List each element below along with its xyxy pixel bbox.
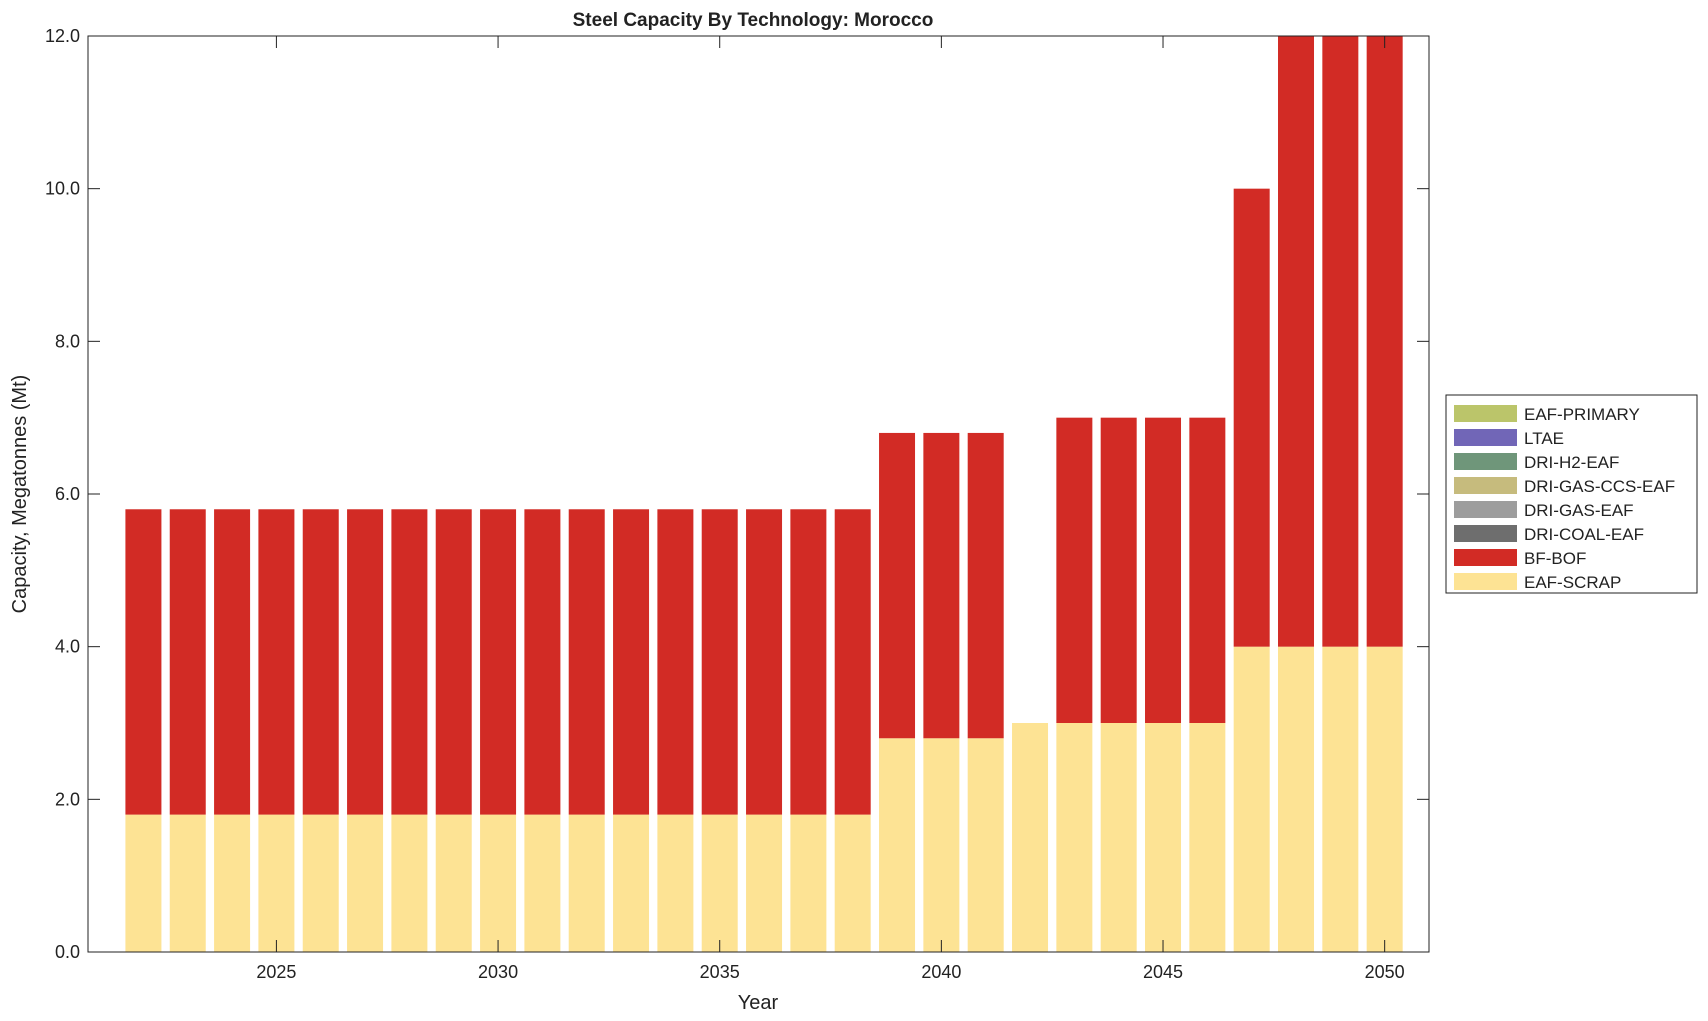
- y-tick-label: 10.0: [45, 179, 80, 199]
- bar-bf-bof-2024: [214, 509, 251, 815]
- bar-eaf-scrap-2033: [613, 814, 650, 952]
- x-axis: 2025 2030 2035 2040 2045 2050: [256, 36, 1405, 982]
- y-tick-label: 4.0: [55, 637, 80, 657]
- legend-label: DRI-GAS-EAF: [1524, 501, 1634, 520]
- bar-eaf-scrap-2042: [1012, 723, 1049, 952]
- bar-eaf-scrap-2043: [1056, 723, 1093, 952]
- y-axis: 0.0 2.0 4.0 6.0 8.0 10.0 12.0: [45, 26, 1429, 962]
- bar-eaf-scrap-2047: [1233, 646, 1270, 952]
- x-tick-label: 2025: [256, 962, 296, 982]
- bar-eaf-scrap-2044: [1100, 723, 1137, 952]
- bar-eaf-scrap-2040: [923, 738, 960, 952]
- bar-eaf-scrap-2050: [1366, 646, 1403, 952]
- bar-eaf-scrap-2045: [1145, 723, 1182, 952]
- x-tick-label: 2030: [478, 962, 518, 982]
- legend-swatch-dri-h2-eaf: [1454, 453, 1517, 470]
- y-tick-label: 6.0: [55, 484, 80, 504]
- legend: EAF-PRIMARY LTAE DRI-H2-EAF DRI-GAS-CCS-EAF…: [1445, 394, 1698, 594]
- bar-bf-bof-2041: [967, 432, 1004, 739]
- bar-eaf-scrap-2030: [480, 814, 517, 952]
- bars-group: [125, 36, 1403, 952]
- bar-bf-bof-2023: [169, 509, 206, 815]
- bar-bf-bof-2038: [834, 509, 871, 815]
- bar-bf-bof-2030: [480, 509, 517, 815]
- x-tick-label: 2050: [1365, 962, 1405, 982]
- bar-bf-bof-2027: [347, 509, 384, 815]
- y-tick-label: 0.0: [55, 942, 80, 962]
- bar-eaf-scrap-2049: [1322, 646, 1359, 952]
- bar-bf-bof-2040: [923, 432, 960, 739]
- bar-eaf-scrap-2048: [1278, 646, 1315, 952]
- bar-eaf-scrap-2036: [746, 814, 783, 952]
- bar-bf-bof-2036: [746, 509, 783, 815]
- bar-eaf-scrap-2038: [834, 814, 871, 952]
- bar-bf-bof-2026: [302, 509, 339, 815]
- bar-eaf-scrap-2027: [347, 814, 384, 952]
- bar-eaf-scrap-2035: [701, 814, 738, 952]
- bar-bf-bof-2034: [657, 509, 694, 815]
- bar-eaf-scrap-2024: [214, 814, 251, 952]
- bar-bf-bof-2031: [524, 509, 561, 815]
- x-axis-label: Year: [738, 992, 779, 1014]
- bar-eaf-scrap-2025: [258, 814, 295, 952]
- x-tick-label: 2035: [700, 962, 740, 982]
- legend-swatch-ltae: [1454, 429, 1517, 446]
- legend-swatch-eaf-scrap: [1454, 573, 1517, 590]
- bar-eaf-scrap-2031: [524, 814, 561, 952]
- bar-eaf-scrap-2028: [391, 814, 428, 952]
- bar-bf-bof-2043: [1056, 417, 1093, 723]
- legend-swatch-dri-coal-eaf: [1454, 525, 1517, 542]
- bar-bf-bof-2039: [879, 432, 916, 739]
- bar-eaf-scrap-2032: [568, 814, 605, 952]
- y-tick-label: 2.0: [55, 789, 80, 809]
- bar-bf-bof-2048: [1278, 36, 1315, 647]
- bar-eaf-scrap-2039: [879, 738, 916, 952]
- legend-swatch-bf-bof: [1454, 549, 1517, 566]
- bar-bf-bof-2025: [258, 509, 295, 815]
- legend-label: DRI-COAL-EAF: [1524, 525, 1644, 544]
- bar-eaf-scrap-2034: [657, 814, 694, 952]
- chart-title: Steel Capacity By Technology: Morocco: [573, 10, 934, 31]
- legend-label: BF-BOF: [1524, 549, 1586, 568]
- bar-bf-bof-2029: [435, 509, 472, 815]
- bar-bf-bof-2044: [1100, 417, 1137, 723]
- bar-bf-bof-2045: [1145, 417, 1182, 723]
- bar-eaf-scrap-2023: [169, 814, 206, 952]
- bar-bf-bof-2049: [1322, 36, 1359, 647]
- bar-bf-bof-2028: [391, 509, 428, 815]
- legend-swatch-eaf-primary: [1454, 405, 1517, 422]
- y-tick-label: 8.0: [55, 331, 80, 351]
- bar-bf-bof-2035: [701, 509, 738, 815]
- legend-label: EAF-SCRAP: [1524, 573, 1621, 592]
- bar-bf-bof-2047: [1233, 188, 1270, 647]
- bar-eaf-scrap-2037: [790, 814, 827, 952]
- legend-swatch-dri-gas-eaf: [1454, 501, 1517, 518]
- bar-bf-bof-2046: [1189, 417, 1226, 723]
- y-axis-label: Capacity, Megatonnes (Mt): [9, 375, 31, 614]
- bar-eaf-scrap-2041: [967, 738, 1004, 952]
- bar-eaf-scrap-2022: [125, 814, 162, 952]
- legend-label: LTAE: [1524, 429, 1564, 448]
- bar-bf-bof-2032: [568, 509, 605, 815]
- legend-label: DRI-GAS-CCS-EAF: [1524, 477, 1675, 496]
- bar-eaf-scrap-2026: [302, 814, 339, 952]
- y-tick-label: 12.0: [45, 26, 80, 46]
- bar-bf-bof-2022: [125, 509, 162, 815]
- x-tick-label: 2045: [1143, 962, 1183, 982]
- legend-swatch-dri-gas-ccs-eaf: [1454, 477, 1517, 494]
- bar-eaf-scrap-2029: [435, 814, 472, 952]
- legend-label: EAF-PRIMARY: [1524, 405, 1640, 424]
- bar-bf-bof-2033: [613, 509, 650, 815]
- bar-bf-bof-2037: [790, 509, 827, 815]
- x-tick-label: 2040: [921, 962, 961, 982]
- legend-label: DRI-H2-EAF: [1524, 453, 1619, 472]
- bar-eaf-scrap-2046: [1189, 723, 1226, 952]
- bar-bf-bof-2050: [1366, 36, 1403, 647]
